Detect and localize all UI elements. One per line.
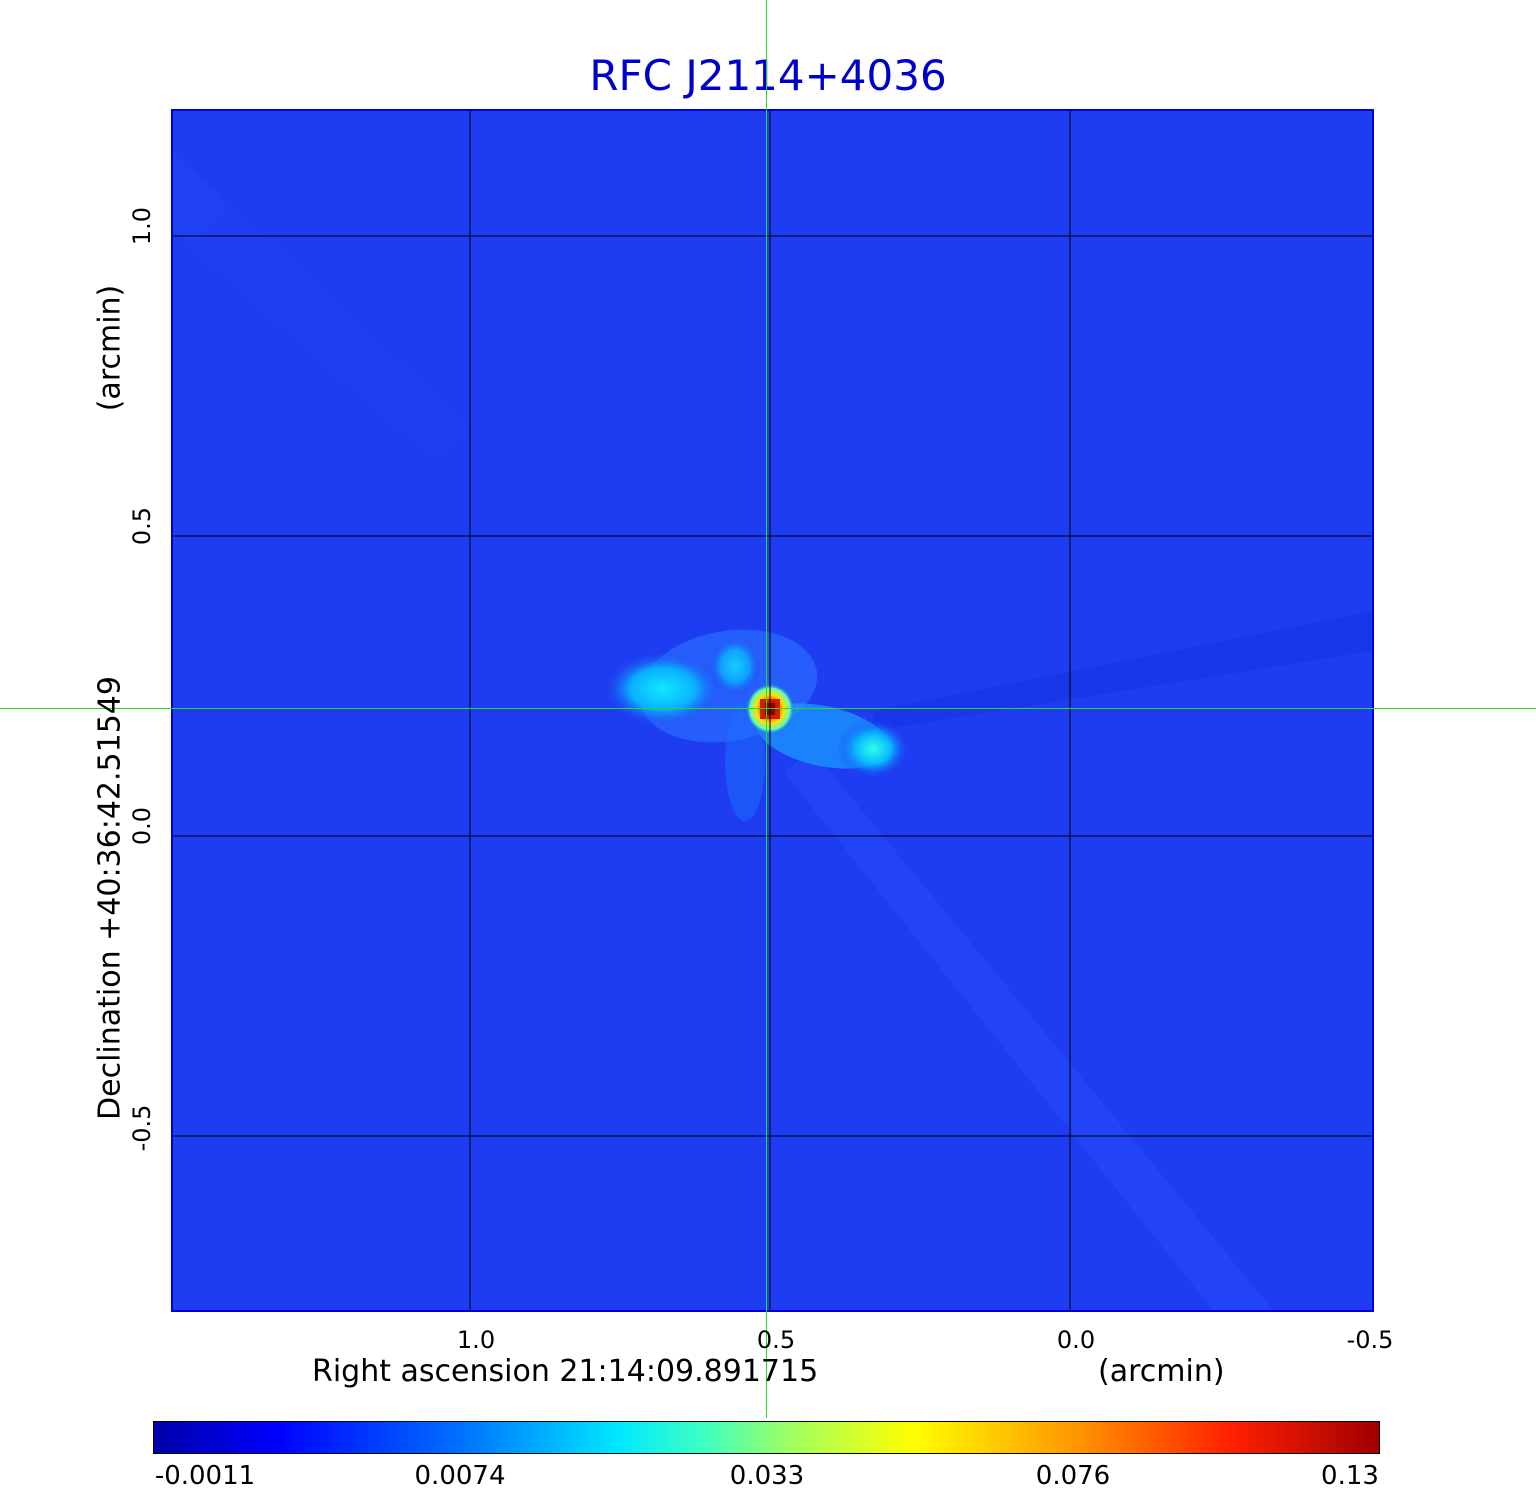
coordinate-grid <box>173 111 1372 1310</box>
radio-map <box>173 111 1372 1310</box>
colorbar-label: 0.033 <box>729 1461 805 1491</box>
colorbar-label: 0.0074 <box>414 1461 506 1491</box>
y-tick-label: 1.0 <box>128 206 156 246</box>
colorbar-label: 0.13 <box>1321 1461 1379 1491</box>
x-tick-label: 1.0 <box>456 1326 496 1354</box>
east-knot <box>709 636 761 696</box>
y-axis-label: Declination +40:36:42.51549 <box>92 676 128 1120</box>
x-tick-label: -0.5 <box>1346 1326 1394 1354</box>
radio-image-panel[interactable] <box>171 109 1374 1312</box>
sidelobe-stripe <box>783 751 1273 1310</box>
y-axis-unit: (arcmin) <box>92 284 128 412</box>
y-tick-label: 0.0 <box>128 806 156 846</box>
crosshair-vertical <box>766 0 767 1418</box>
y-tick-label: 0.5 <box>128 506 156 546</box>
crosshair-horizontal <box>0 708 1536 709</box>
x-tick-label: 0.0 <box>1056 1326 1096 1354</box>
x-axis-unit: (arcmin) <box>1098 1354 1225 1389</box>
sidelobe-stripe-dark <box>873 611 1372 731</box>
west-lobe <box>837 719 909 779</box>
colorbar-label: 0.076 <box>1035 1461 1111 1491</box>
east-lobe <box>603 651 723 727</box>
sidelobe-stripe <box>173 151 733 691</box>
y-tick-label: -0.5 <box>128 1104 156 1152</box>
image-title: RFC J2114+4036 <box>589 51 947 100</box>
colorbar <box>153 1421 1380 1454</box>
colorbar-label: -0.0011 <box>154 1461 256 1491</box>
x-axis-label: Right ascension 21:14:09.891715 <box>312 1354 819 1389</box>
x-tick-label: 0.5 <box>756 1326 796 1354</box>
